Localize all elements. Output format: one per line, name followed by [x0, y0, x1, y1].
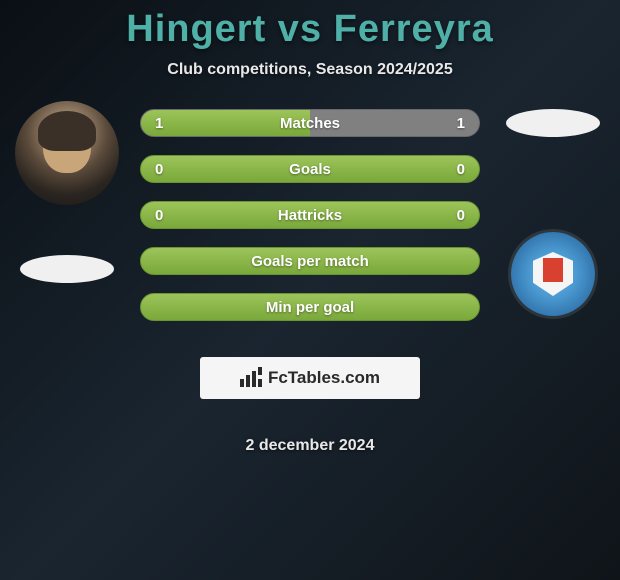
- branding-logo: FcTables.com: [200, 357, 420, 399]
- comparison-card: Hingert vs Ferreyra Club competitions, S…: [0, 0, 620, 455]
- stat-label: Hattricks: [185, 207, 435, 224]
- right-player-column: [498, 109, 608, 316]
- stat-left-value: 0: [155, 207, 185, 224]
- bar-chart-icon: [240, 369, 262, 387]
- stat-right-value: 0: [435, 207, 465, 224]
- stat-bar-goals-per-match: Goals per match: [140, 247, 480, 275]
- player-left-avatar: [15, 101, 119, 205]
- stat-right-value: 0: [435, 161, 465, 178]
- stat-label: Matches: [185, 115, 435, 132]
- stats-column: 1 Matches 1 0 Goals 0 0 Hattricks 0 Goal…: [140, 109, 480, 455]
- player-right-club-badge: [511, 232, 595, 316]
- stat-label: Min per goal: [185, 299, 435, 316]
- stat-bar-matches: 1 Matches 1: [140, 109, 480, 137]
- stat-label: Goals: [185, 161, 435, 178]
- left-player-column: [12, 109, 122, 283]
- stat-bar-goals: 0 Goals 0: [140, 155, 480, 183]
- stat-bar-min-per-goal: Min per goal: [140, 293, 480, 321]
- page-title: Hingert vs Ferreyra: [126, 8, 494, 51]
- stat-label: Goals per match: [185, 253, 435, 270]
- footer-date: 2 december 2024: [140, 437, 480, 455]
- player-right-avatar-ellipse: [506, 109, 600, 137]
- branding-text: FcTables.com: [268, 368, 380, 388]
- stat-left-value: 0: [155, 161, 185, 178]
- stat-right-value: 1: [435, 115, 465, 132]
- player-left-club-ellipse: [20, 255, 114, 283]
- page-subtitle: Club competitions, Season 2024/2025: [167, 61, 452, 79]
- stat-bar-hattricks: 0 Hattricks 0: [140, 201, 480, 229]
- stat-left-value: 1: [155, 115, 185, 132]
- main-row: 1 Matches 1 0 Goals 0 0 Hattricks 0 Goal…: [0, 109, 620, 455]
